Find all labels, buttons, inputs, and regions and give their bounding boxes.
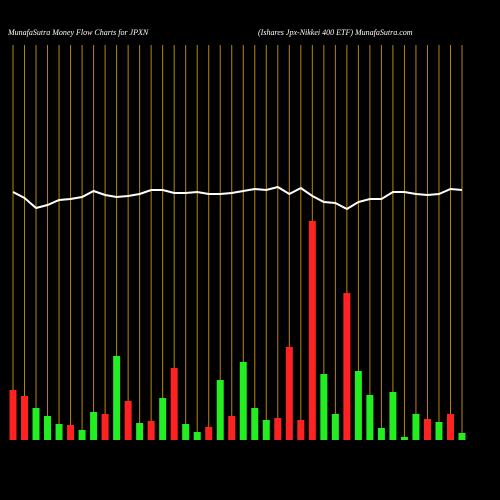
bar: [366, 395, 374, 440]
bar: [377, 428, 385, 440]
bar: [147, 421, 155, 440]
bar: [389, 392, 397, 440]
bar: [216, 380, 224, 440]
bar: [262, 420, 270, 440]
bar: [32, 408, 40, 440]
bar: [297, 420, 305, 440]
bar: [205, 427, 213, 440]
bar: [193, 432, 201, 440]
bar: [170, 368, 178, 440]
bar: [354, 371, 362, 440]
bar: [67, 425, 75, 440]
bar: [21, 396, 29, 440]
bar: [9, 390, 17, 440]
bar: [44, 416, 52, 440]
bar: [320, 374, 328, 440]
bar: [251, 408, 259, 440]
bar: [308, 221, 316, 440]
bar: [458, 433, 466, 440]
bar: [239, 362, 247, 440]
bar: [228, 416, 236, 440]
bar: [285, 347, 293, 440]
bar: [55, 424, 63, 440]
bar: [182, 424, 190, 440]
bar: [435, 422, 443, 440]
bar: [400, 437, 408, 440]
bar: [412, 414, 420, 440]
bar: [331, 414, 339, 440]
bar: [124, 401, 132, 440]
chart-title: MunafaSutra Money Flow Charts for JPXN: [7, 28, 149, 37]
bar: [101, 414, 109, 440]
bar: [343, 293, 351, 440]
bar: [159, 398, 167, 440]
bar: [136, 423, 144, 440]
bar: [113, 356, 121, 440]
chart-subtitle: (Ishares Jpx-Nikkei 400 ETF) MunafaSutra…: [258, 28, 413, 37]
price-line: [12, 185, 463, 211]
bar: [90, 412, 98, 440]
bar: [274, 418, 282, 440]
bar: [78, 430, 86, 440]
bar: [446, 414, 454, 440]
bar: [423, 419, 431, 440]
